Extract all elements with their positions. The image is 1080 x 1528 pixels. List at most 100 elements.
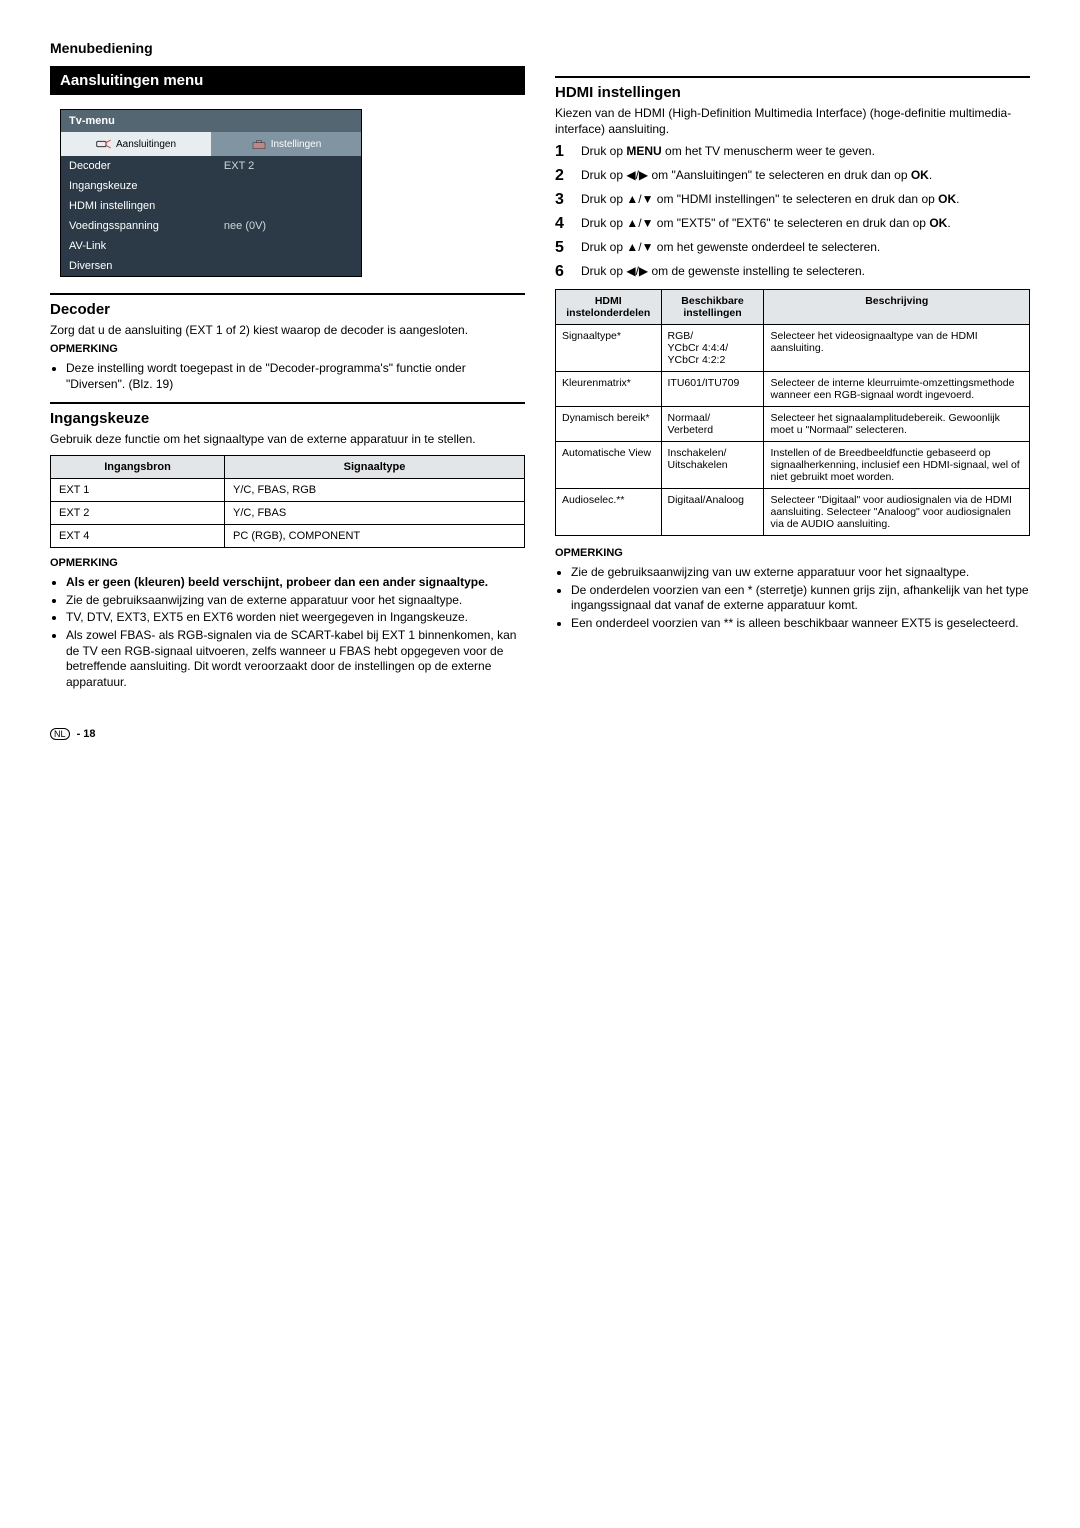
tv-menu-panel: Tv-menu Aansluitingen Instellingen (60, 109, 362, 277)
tab-instellingen[interactable]: Instellingen (211, 132, 361, 156)
hdmi-heading: HDMI instellingen (555, 84, 1030, 101)
note-label: OPMERKING (555, 546, 1030, 561)
step-number: 3 (555, 191, 569, 209)
lang-badge: NL (50, 728, 70, 740)
decoder-body: Zorg dat u de aansluiting (EXT 1 of 2) k… (50, 322, 525, 338)
table-cell: EXT 4 (51, 525, 225, 548)
table-row: Dynamisch bereik*Normaal/ VerbeterdSelec… (556, 407, 1030, 442)
table-cell: Signaaltype* (556, 325, 662, 372)
hdmi-h1: HDMI instelonderdelen (556, 290, 662, 325)
step-5: 5 Druk op ▲/▼ om het gewenste onderdeel t… (555, 239, 1030, 257)
step-text: Druk op ▲/▼ om het gewenste onderdeel te… (581, 239, 1030, 257)
step-text: Druk op ◀/▶ om "Aansluitingen" te select… (581, 167, 1030, 185)
step-2: 2 Druk op ◀/▶ om "Aansluitingen" te selec… (555, 167, 1030, 185)
decoder-heading: Decoder (50, 301, 525, 318)
tv-menu-tabs: Aansluitingen Instellingen (61, 132, 361, 156)
table-row: EXT 1Y/C, FBAS, RGB (51, 479, 525, 502)
menu-row-label: Voedingsspanning (69, 220, 224, 232)
step-4: 4 Druk op ▲/▼ om "EXT5" of "EXT6" te sele… (555, 215, 1030, 233)
divider (50, 293, 525, 295)
hdmi-note: De onderdelen voorzien van een * (sterre… (571, 583, 1030, 614)
table-cell: PC (RGB), COMPONENT (225, 525, 525, 548)
menu-row-label: Diversen (69, 260, 224, 272)
step-1: 1 Druk op MENU om het TV menuscherm weer … (555, 143, 1030, 161)
table-cell: Selecteer "Digitaal" voor audiosignalen … (764, 489, 1030, 536)
right-column: HDMI instellingen Kiezen van de HDMI (Hi… (555, 66, 1030, 698)
menu-row[interactable]: Ingangskeuze (61, 176, 361, 196)
table-cell: ITU601/ITU709 (661, 372, 764, 407)
step-text: Druk op MENU om het TV menuscherm weer t… (581, 143, 1030, 161)
step-number: 4 (555, 215, 569, 233)
step-number: 2 (555, 167, 569, 185)
table-cell: Audioselec.** (556, 489, 662, 536)
table-row: EXT 2Y/C, FBAS (51, 502, 525, 525)
menu-row-value (224, 180, 353, 192)
divider (50, 402, 525, 404)
table-cell: Y/C, FBAS (225, 502, 525, 525)
page-number: - 18 (77, 728, 96, 740)
table-cell: Y/C, FBAS, RGB (225, 479, 525, 502)
divider (555, 76, 1030, 78)
step-number: 6 (555, 263, 569, 281)
signal-col2-header: Signaaltype (225, 456, 525, 479)
table-cell: Selecteer het signaalamplitudebereik. Ge… (764, 407, 1030, 442)
menu-row[interactable]: Voedingsspanningnee (0V) (61, 216, 361, 236)
menu-row-label: Decoder (69, 160, 224, 172)
menu-row-label: Ingangskeuze (69, 180, 224, 192)
step-text: Druk op ▲/▼ om "HDMI instellingen" te se… (581, 191, 1030, 209)
note-label: OPMERKING (50, 342, 525, 357)
table-cell: Automatische View (556, 442, 662, 489)
hdmi-intro: Kiezen van de HDMI (High-Definition Mult… (555, 105, 1030, 137)
ingang-note: Als zowel FBAS- als RGB-signalen via de … (66, 628, 525, 690)
signal-col1-header: Ingangsbron (51, 456, 225, 479)
left-column: Aansluitingen menu Tv-menu Aansluitingen (50, 66, 525, 698)
step-number: 5 (555, 239, 569, 257)
menu-row-value (224, 200, 353, 212)
ingang-note: Zie de gebruiksaanwijzing van de externe… (66, 593, 525, 609)
ingang-note: TV, DTV, EXT3, EXT5 en EXT6 worden niet … (66, 610, 525, 626)
table-row: Kleurenmatrix*ITU601/ITU709Selecteer de … (556, 372, 1030, 407)
toolbox-icon (251, 137, 267, 151)
menu-row-label: AV-Link (69, 240, 224, 252)
tab-aansluitingen[interactable]: Aansluitingen (61, 132, 211, 156)
table-cell: Instellen of de Breedbeeldfunctie gebase… (764, 442, 1030, 489)
note-label: OPMERKING (50, 556, 525, 571)
signal-type-table: Ingangsbron Signaaltype EXT 1Y/C, FBAS, … (50, 455, 525, 548)
table-cell: Inschakelen/ Uitschakelen (661, 442, 764, 489)
table-row: Audioselec.**Digitaal/AnaloogSelecteer "… (556, 489, 1030, 536)
page-footer: NL - 18 (50, 728, 1030, 740)
step-6: 6 Druk op ◀/▶ om de gewenste instelling t… (555, 263, 1030, 281)
table-cell: Normaal/ Verbeterd (661, 407, 764, 442)
table-cell: EXT 2 (51, 502, 225, 525)
table-cell: Dynamisch bereik* (556, 407, 662, 442)
decoder-note: Deze instelling wordt toegepast in de "D… (66, 361, 525, 392)
table-cell: Selecteer de interne kleurruimte-omzetti… (764, 372, 1030, 407)
menu-row-value: nee (0V) (224, 220, 353, 232)
hdmi-note: Zie de gebruiksaanwijzing van uw externe… (571, 565, 1030, 581)
table-cell: RGB/ YCbCr 4:4:4/ YCbCr 4:2:2 (661, 325, 764, 372)
menu-row[interactable]: DecoderEXT 2 (61, 156, 361, 176)
table-row: Automatische ViewInschakelen/ Uitschakel… (556, 442, 1030, 489)
hdmi-h3: Beschrijving (764, 290, 1030, 325)
hdmi-h2: Beschikbare instellingen (661, 290, 764, 325)
menu-row[interactable]: AV-Link (61, 236, 361, 256)
menu-row-value (224, 240, 353, 252)
plug-icon (96, 137, 112, 151)
menu-row[interactable]: HDMI instellingen (61, 196, 361, 216)
menu-title-bar: Aansluitingen menu (50, 66, 525, 95)
table-row: Signaaltype*RGB/ YCbCr 4:4:4/ YCbCr 4:2:… (556, 325, 1030, 372)
hdmi-note: Een onderdeel voorzien van ** is alleen … (571, 616, 1030, 632)
menu-row-label: HDMI instellingen (69, 200, 224, 212)
menu-row[interactable]: Diversen (61, 256, 361, 276)
table-cell: Kleurenmatrix* (556, 372, 662, 407)
ingang-heading: Ingangskeuze (50, 410, 525, 427)
step-3: 3 Druk op ▲/▼ om "HDMI instellingen" te s… (555, 191, 1030, 209)
table-cell: Digitaal/Analoog (661, 489, 764, 536)
table-row: EXT 4PC (RGB), COMPONENT (51, 525, 525, 548)
page-title: Menubediening (50, 40, 1030, 56)
menu-row-value: EXT 2 (224, 160, 353, 172)
step-text: Druk op ▲/▼ om "EXT5" of "EXT6" te selec… (581, 215, 1030, 233)
step-number: 1 (555, 143, 569, 161)
tab-instellingen-label: Instellingen (271, 139, 322, 150)
step-text: Druk op ◀/▶ om de gewenste instelling te… (581, 263, 1030, 281)
